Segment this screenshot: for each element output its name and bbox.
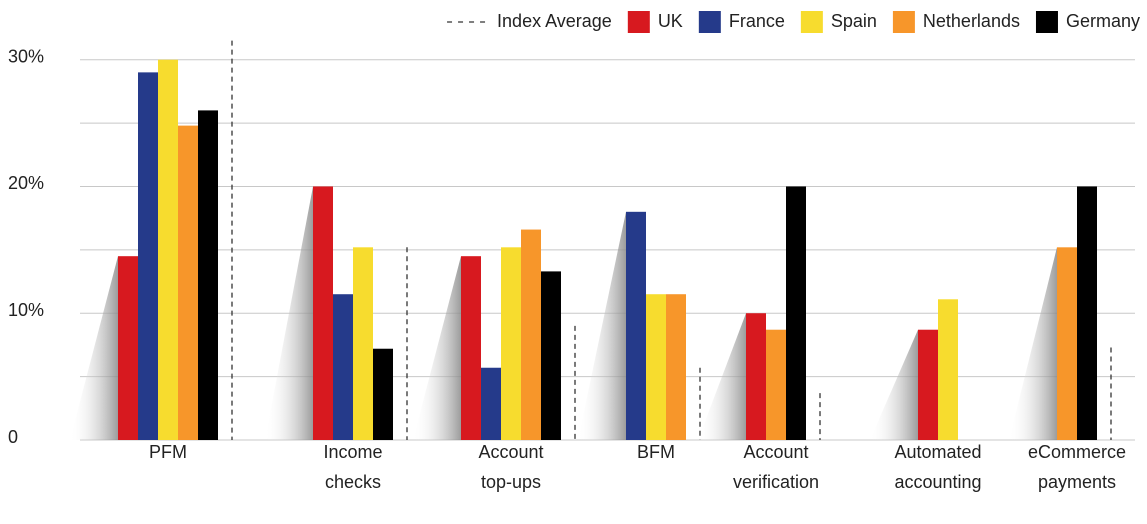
bar	[158, 59, 178, 440]
bar	[313, 186, 333, 440]
legend: Index Average UK France Spain Netherlands Ger…	[447, 11, 1140, 33]
bar	[138, 72, 158, 440]
x-tick-label: Income checks	[323, 442, 382, 492]
shadow	[578, 211, 626, 440]
legend-label: Spain	[831, 11, 877, 31]
y-tick-label: 0	[8, 427, 18, 447]
bar	[353, 247, 373, 440]
shadow	[870, 329, 918, 440]
bar	[178, 125, 198, 440]
bar	[626, 211, 646, 440]
bar	[461, 256, 481, 440]
bar	[938, 299, 958, 440]
x-tick-label: Account verification	[733, 442, 819, 492]
y-tick-label: 30%	[8, 46, 44, 66]
x-tick-label: Automated accounting	[894, 442, 981, 492]
bar	[646, 294, 666, 440]
bar	[521, 229, 541, 440]
legend-label: Netherlands	[923, 11, 1020, 31]
bar	[666, 294, 686, 440]
shadow	[70, 256, 118, 440]
bar	[786, 186, 806, 440]
bar	[118, 256, 138, 440]
bar	[918, 329, 938, 440]
x-tick-label: eCommerce payments	[1028, 442, 1126, 492]
bar	[501, 247, 521, 440]
bar	[1077, 186, 1097, 440]
shadow	[698, 313, 746, 440]
y-tick-label: 20%	[8, 173, 44, 193]
y-tick-label: 10%	[8, 300, 44, 320]
legend-swatch	[1035, 11, 1058, 33]
bar	[373, 348, 393, 440]
bar	[766, 329, 786, 440]
bar	[333, 294, 353, 440]
legend-swatch	[800, 11, 823, 33]
shadow	[413, 256, 461, 440]
x-tick-label: PFM	[149, 442, 187, 462]
bar	[198, 110, 218, 441]
legend-swatch	[698, 11, 721, 33]
bar	[746, 313, 766, 440]
bar	[541, 271, 561, 440]
legend-label: UK	[658, 11, 683, 31]
legend-label: France	[729, 11, 785, 31]
legend-swatch	[892, 11, 915, 33]
legend-label: Index Average	[497, 11, 612, 31]
legend-label: Germany	[1066, 11, 1140, 31]
legend-swatch	[627, 11, 650, 33]
x-tick-label: BFM	[637, 442, 675, 462]
bar	[1057, 247, 1077, 440]
bar	[481, 367, 501, 440]
x-tick-label: Account top-ups	[478, 442, 543, 492]
shadow	[1009, 247, 1057, 440]
shadow	[265, 186, 313, 440]
